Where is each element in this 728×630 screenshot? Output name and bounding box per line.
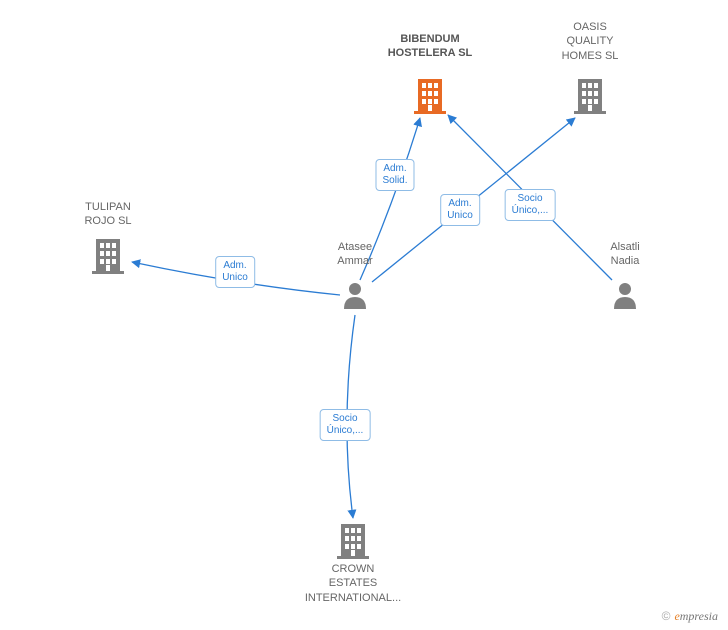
edge-label-atasee-oasis: Adm.Unico	[440, 194, 480, 226]
company-icon-bibendum[interactable]	[414, 79, 446, 114]
person-icon-alsatli[interactable]	[614, 283, 636, 309]
node-label-crown[interactable]: CROWNESTATESINTERNATIONAL...	[293, 562, 413, 605]
person-icon-atasee[interactable]	[344, 283, 366, 309]
node-label-oasis[interactable]: OASISQUALITYHOMES SL	[530, 20, 650, 63]
copyright-symbol: ©	[662, 609, 671, 623]
watermark: ©empresia	[662, 609, 718, 624]
edge-label-alsatli-bibendum: SocioÚnico,...	[505, 189, 556, 221]
brand-rest: mpresia	[680, 609, 718, 623]
company-icon-crown[interactable]	[337, 524, 369, 559]
diagram-canvas	[0, 0, 728, 630]
edge-label-atasee-tulipan: Adm.Unico	[215, 256, 255, 288]
company-icon-tulipan[interactable]	[92, 239, 124, 274]
edge-label-atasee-bibendum: Adm.Solid.	[375, 159, 414, 191]
edge-label-atasee-crown: SocioÚnico,...	[320, 409, 371, 441]
node-label-bibendum[interactable]: BIBENDUMHOSTELERA SL	[370, 32, 490, 61]
node-label-alsatli[interactable]: AlsatliNadia	[565, 240, 685, 269]
node-label-tulipan[interactable]: TULIPANROJO SL	[48, 200, 168, 229]
node-label-atasee[interactable]: AtaseeAmmar	[295, 240, 415, 269]
company-icon-oasis[interactable]	[574, 79, 606, 114]
